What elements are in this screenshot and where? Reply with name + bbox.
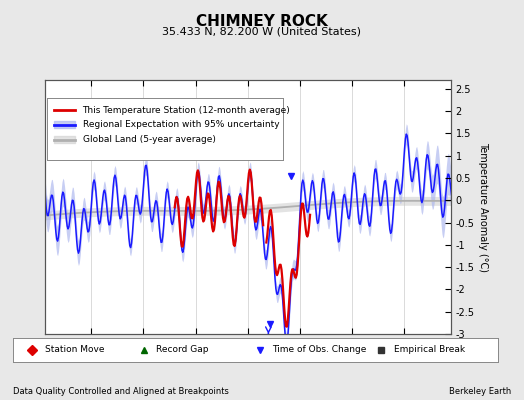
Text: Time of Obs. Change: Time of Obs. Change <box>272 346 367 354</box>
Text: Empirical Break: Empirical Break <box>394 346 465 354</box>
Text: This Temperature Station (12-month average): This Temperature Station (12-month avera… <box>83 106 290 115</box>
Text: 35.433 N, 82.200 W (United States): 35.433 N, 82.200 W (United States) <box>162 26 362 36</box>
Text: Data Quality Controlled and Aligned at Breakpoints: Data Quality Controlled and Aligned at B… <box>13 387 229 396</box>
Text: CHIMNEY ROCK: CHIMNEY ROCK <box>196 14 328 29</box>
Text: Station Move: Station Move <box>45 346 104 354</box>
Y-axis label: Temperature Anomaly (°C): Temperature Anomaly (°C) <box>478 142 488 272</box>
Text: Global Land (5-year average): Global Land (5-year average) <box>83 135 215 144</box>
Text: Regional Expectation with 95% uncertainty: Regional Expectation with 95% uncertaint… <box>83 120 279 129</box>
Text: Record Gap: Record Gap <box>156 346 209 354</box>
Text: Berkeley Earth: Berkeley Earth <box>449 387 511 396</box>
